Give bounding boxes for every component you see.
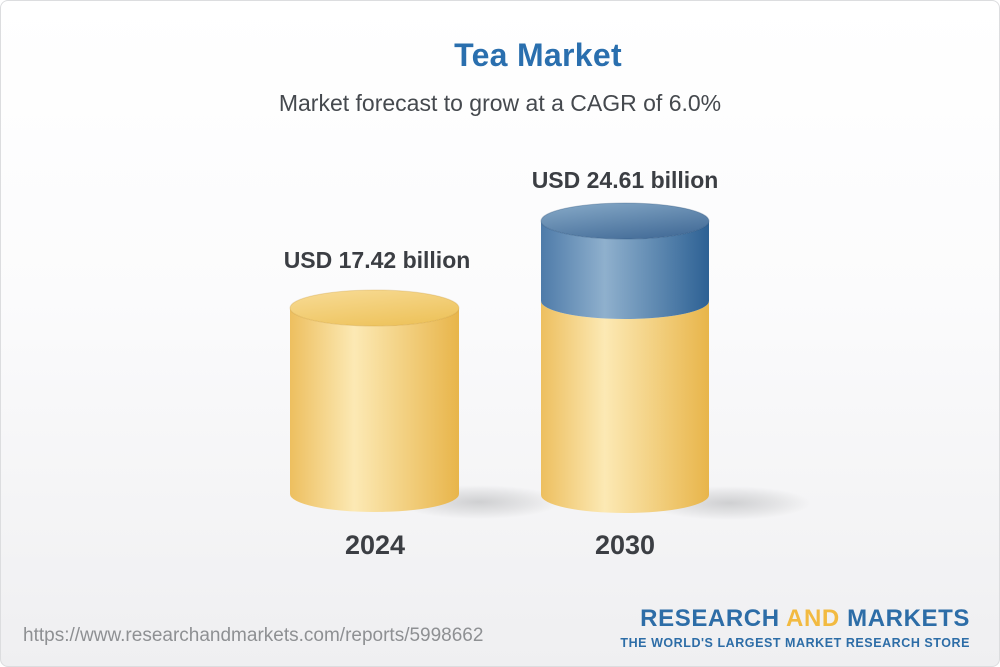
cylinder-2030-growth-segment xyxy=(540,202,710,319)
page-subtitle: Market forecast to grow at a CAGR of 6.0… xyxy=(278,90,722,116)
cylinder-2024 xyxy=(289,289,460,512)
value-label-2024: USD 17.42 billion xyxy=(283,247,471,273)
value-label-2030: USD 24.61 billion xyxy=(531,167,719,193)
year-label-2024: 2024 xyxy=(344,530,406,560)
source-url: https://www.researchandmarkets.com/repor… xyxy=(23,625,484,646)
year-label-2030: 2030 xyxy=(594,530,656,560)
page-title: Tea Market xyxy=(454,37,622,73)
logo-wordmark: RESEARCH AND MARKETS xyxy=(620,605,970,633)
logo-tagline: THE WORLD'S LARGEST MARKET RESEARCH STOR… xyxy=(620,636,970,650)
company-logo: RESEARCH AND MARKETS THE WORLD'S LARGEST… xyxy=(620,605,970,650)
logo-word-markets: MARKETS xyxy=(847,605,970,632)
cylinder-2030-base-segment xyxy=(541,301,709,513)
logo-word-research: RESEARCH xyxy=(640,605,780,632)
logo-word-and: AND xyxy=(786,605,840,632)
